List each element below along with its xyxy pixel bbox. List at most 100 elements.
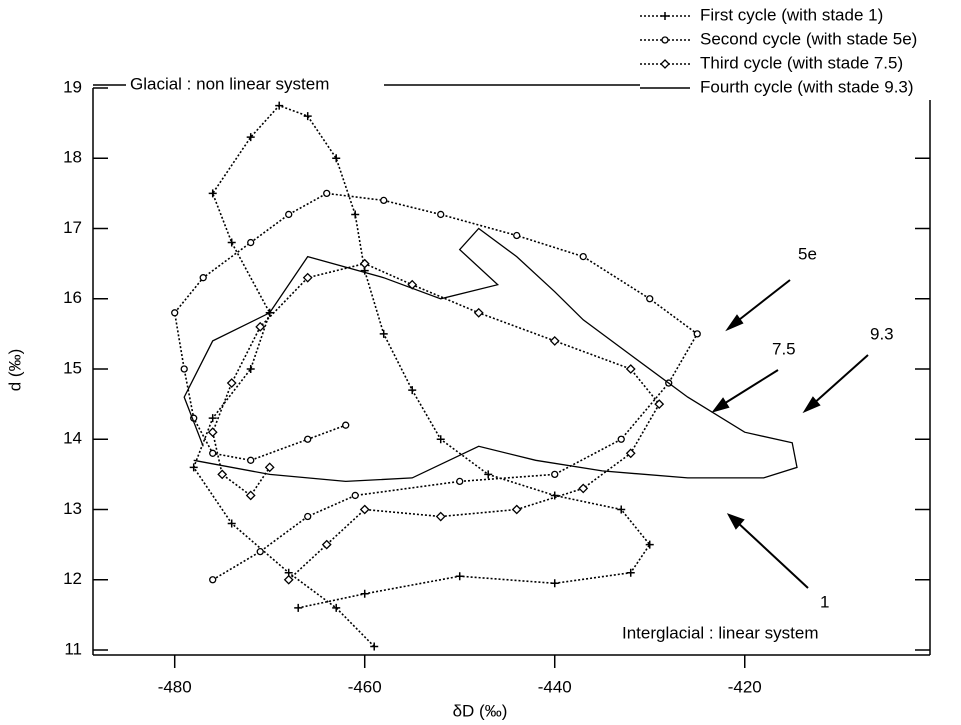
y-tick-label: 11 — [64, 639, 82, 658]
data-point — [456, 477, 464, 486]
data-point — [455, 572, 464, 581]
data-point — [217, 469, 228, 480]
data-point — [332, 154, 341, 163]
x-axis-label: δD (‰) — [453, 701, 508, 720]
legend-label: Third cycle (with stade 7.5) — [700, 53, 903, 72]
data-point — [359, 258, 370, 269]
data-point — [646, 295, 654, 303]
data-point — [550, 491, 559, 500]
y-tick-label: 13 — [63, 499, 82, 518]
data-point — [578, 483, 589, 494]
data-point — [227, 238, 236, 247]
data-point — [617, 505, 626, 514]
y-tick-label: 17 — [63, 218, 82, 237]
data-point — [645, 540, 654, 549]
annotation: 1 — [820, 592, 829, 611]
series-line — [173, 192, 699, 581]
arrows — [711, 279, 869, 589]
data-point — [208, 414, 217, 423]
annotation: 5e — [798, 244, 817, 263]
legend-label: Second cycle (with stade 5e) — [700, 29, 917, 48]
legend-marker — [661, 12, 669, 20]
legend-marker — [660, 59, 670, 69]
data-point — [256, 548, 264, 556]
data-point — [227, 519, 236, 528]
y-tick-label: 15 — [63, 358, 82, 377]
data-point — [351, 491, 359, 500]
x-tick-label: -460 — [348, 677, 382, 696]
data-point — [617, 435, 625, 443]
annotation: Interglacial : linear system — [622, 623, 819, 642]
data-point — [171, 309, 179, 317]
y-tick-label: 14 — [63, 429, 82, 448]
data-point — [551, 470, 559, 479]
data-point — [436, 435, 445, 444]
data-point — [625, 364, 636, 374]
data-point — [207, 427, 218, 438]
data-point — [285, 210, 293, 219]
y-axis-label: d (‰) — [5, 349, 24, 392]
data-point — [321, 539, 332, 550]
data-point — [379, 329, 388, 338]
annotation: 9.3 — [870, 324, 894, 343]
data-point — [693, 330, 701, 338]
data-point — [304, 435, 312, 443]
data-point — [255, 321, 266, 332]
data-point — [513, 231, 521, 240]
data-point — [209, 576, 217, 584]
data-point — [226, 378, 237, 388]
annotation: 7.5 — [772, 339, 796, 358]
annotation: Glacial : non linear system — [130, 74, 329, 93]
series-line — [211, 262, 661, 581]
data-point — [351, 210, 360, 219]
data-point — [342, 421, 350, 429]
data-point — [304, 512, 312, 521]
x-tick-label: -420 — [728, 677, 762, 696]
legend-label: First cycle (with stade 1) — [700, 5, 883, 24]
y-tick-label: 12 — [63, 569, 82, 588]
data-point — [189, 463, 198, 472]
data-point — [246, 133, 255, 142]
data-point — [437, 210, 445, 219]
data-point — [625, 448, 636, 459]
data-point — [294, 603, 303, 612]
data-point — [208, 189, 217, 198]
series-line — [192, 104, 651, 648]
y-tick-label: 19 — [63, 77, 82, 96]
x-tick-label: -440 — [538, 677, 572, 696]
data-point — [360, 589, 369, 598]
data-point — [380, 196, 388, 205]
data-point — [579, 252, 587, 261]
y-tick-label: 18 — [63, 148, 82, 167]
y-tick-label: 16 — [63, 288, 82, 307]
data-point — [247, 456, 255, 464]
legend-label: Fourth cycle (with stade 9.3) — [700, 77, 914, 96]
data-point — [245, 490, 256, 501]
data-point — [654, 399, 665, 410]
data-point — [435, 511, 446, 522]
data-point — [199, 274, 207, 282]
data-point — [209, 449, 217, 457]
data-point — [303, 112, 312, 121]
data-point — [264, 462, 275, 473]
series-line — [183, 227, 798, 483]
data-point — [550, 579, 559, 588]
data-point — [473, 307, 484, 318]
data-point — [408, 386, 417, 395]
legend-marker — [661, 36, 669, 44]
data-point — [511, 504, 522, 515]
data-point — [626, 568, 635, 577]
data-point — [283, 574, 294, 585]
data-point — [247, 238, 255, 247]
data-point — [332, 603, 341, 612]
data-point — [549, 335, 560, 346]
data-point — [484, 470, 493, 479]
data-point — [275, 101, 284, 110]
data-point — [370, 642, 379, 651]
data-point — [302, 272, 313, 283]
data-point — [180, 365, 188, 373]
data-point — [359, 504, 370, 515]
data-point — [246, 365, 255, 373]
data-point — [323, 189, 331, 198]
